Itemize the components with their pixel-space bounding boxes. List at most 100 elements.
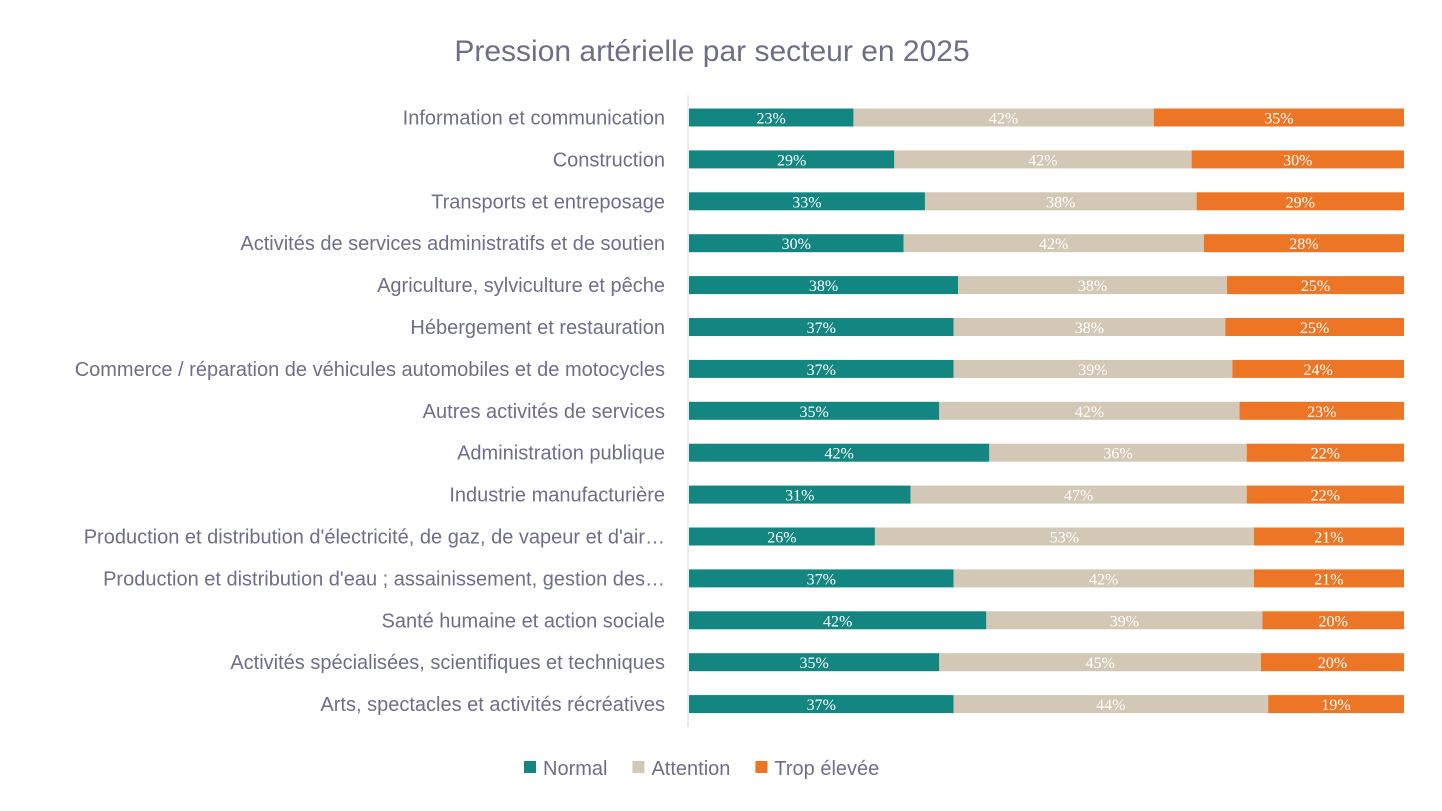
legend-swatch <box>524 761 536 773</box>
data-label: 25% <box>1300 320 1329 337</box>
bar-segment <box>986 611 1263 630</box>
bar-segment <box>689 443 990 462</box>
data-label: 29% <box>1286 194 1315 211</box>
data-label: 20% <box>1319 613 1348 630</box>
bar-segment <box>903 234 1204 253</box>
data-label: 23% <box>757 111 786 128</box>
bar-segment <box>1203 234 1404 253</box>
data-label: 35% <box>799 655 828 672</box>
data-label: 21% <box>1314 571 1343 588</box>
data-label: 47% <box>1064 488 1093 505</box>
data-label: 21% <box>1314 530 1343 547</box>
bar-segment <box>689 150 895 169</box>
data-label: 30% <box>782 236 811 253</box>
bar-segment <box>1268 695 1404 714</box>
legend-swatch <box>632 761 645 773</box>
bar-segment <box>894 150 1192 169</box>
bar-segment <box>1262 611 1404 630</box>
bar-segment <box>939 653 1261 672</box>
bar-segment <box>689 695 954 714</box>
data-label: 45% <box>1085 655 1114 672</box>
data-label: 42% <box>1028 152 1057 169</box>
data-label: 31% <box>785 488 814 505</box>
category-label: Production et distribution d'électricité… <box>84 527 665 549</box>
bar-segment <box>689 485 911 504</box>
legend: Normal Attention Trop élevée <box>524 758 879 780</box>
category-label: Transports et entreposage <box>431 191 665 213</box>
category-label: Activités spécialisées, scientifiques et… <box>230 652 665 674</box>
data-label: 39% <box>1078 362 1107 379</box>
bar-segment <box>1196 192 1404 211</box>
category-label: Autres activités de services <box>423 401 665 423</box>
bar-segment <box>953 318 1226 336</box>
data-label: 37% <box>807 571 836 588</box>
bar-segment <box>953 695 1269 714</box>
data-label: 38% <box>1078 278 1107 295</box>
bar-segment <box>1191 150 1404 169</box>
data-label: 22% <box>1311 446 1340 463</box>
category-label: Production et distribution d'eau ; assai… <box>103 568 665 590</box>
bar-segment <box>1246 443 1404 462</box>
category-label: Commerce / réparation de véhicules autom… <box>75 359 665 381</box>
bar-segment <box>924 192 1197 211</box>
category-label: Agriculture, sylviculture et pêche <box>377 275 665 297</box>
data-label: 44% <box>1096 697 1125 714</box>
data-label: 39% <box>1110 613 1139 630</box>
category-label: Arts, spectacles et activités récréative… <box>320 694 665 716</box>
bar-segment <box>689 527 875 546</box>
data-label: 30% <box>1283 152 1312 169</box>
data-label: 42% <box>989 111 1018 128</box>
data-label: 42% <box>1075 404 1104 421</box>
bar-segment <box>689 611 987 630</box>
bar-segment <box>1227 276 1404 295</box>
data-label: 28% <box>1289 236 1318 253</box>
data-label: 37% <box>807 697 836 714</box>
data-label: 35% <box>1264 111 1293 128</box>
bar-segment <box>853 108 1154 127</box>
bar-segment <box>1253 569 1404 588</box>
bar-segment <box>689 653 940 672</box>
data-label: 53% <box>1050 530 1079 547</box>
data-label: 23% <box>1307 404 1336 421</box>
bar-segment <box>989 443 1247 462</box>
bar-segment <box>958 276 1228 295</box>
bar-segment <box>953 569 1254 588</box>
data-label: 29% <box>777 152 806 169</box>
bar-segment <box>1261 653 1404 672</box>
bar-segment <box>689 192 925 211</box>
bar-segment <box>1253 527 1404 546</box>
data-label: 42% <box>824 446 853 463</box>
data-label: 19% <box>1321 697 1350 714</box>
category-label: Administration publique <box>457 443 665 465</box>
data-label: 20% <box>1318 655 1347 672</box>
data-label: 25% <box>1301 278 1330 295</box>
data-label: 26% <box>767 530 796 547</box>
data-label: 35% <box>799 404 828 421</box>
bar-segment <box>689 108 854 127</box>
data-label: 42% <box>1039 236 1068 253</box>
bar-segment <box>689 276 959 295</box>
bar-segment <box>689 569 954 588</box>
bar-segment <box>689 234 904 253</box>
bar-segment <box>953 359 1233 378</box>
bar-segment <box>1246 485 1404 504</box>
bar-segment <box>1153 108 1404 127</box>
data-label: 37% <box>807 362 836 379</box>
legend-swatch <box>755 761 768 773</box>
data-label: 42% <box>1089 571 1118 588</box>
category-label: Information et communication <box>403 108 665 130</box>
bar-segment <box>1225 318 1404 336</box>
legend-label: Trop élevée <box>774 758 879 780</box>
bar-segment <box>1232 359 1404 378</box>
data-label: 38% <box>1046 194 1075 211</box>
category-label: Santé humaine et action sociale <box>381 610 665 632</box>
data-label: 37% <box>807 320 836 337</box>
category-label: Hébergement et restauration <box>410 317 665 339</box>
category-label: Industrie manufacturière <box>449 485 665 507</box>
bar-segment <box>689 359 954 378</box>
category-label: Activités de services administratifs et … <box>240 233 665 255</box>
data-label: 38% <box>1075 320 1104 337</box>
bar-segment <box>1239 401 1404 420</box>
data-label: 36% <box>1103 446 1132 463</box>
